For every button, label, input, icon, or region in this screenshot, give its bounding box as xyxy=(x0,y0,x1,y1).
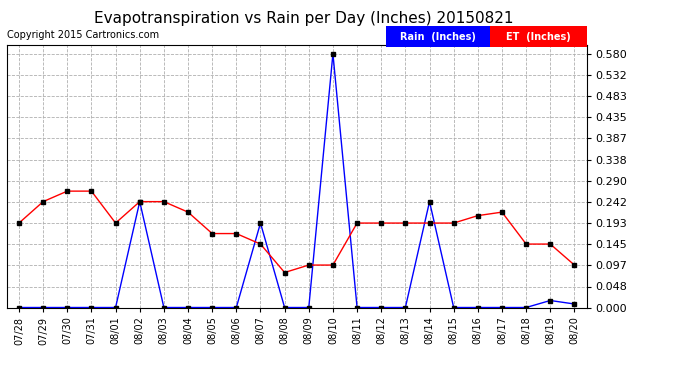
Bar xyxy=(491,26,586,47)
Text: Evapotranspiration vs Rain per Day (Inches) 20150821: Evapotranspiration vs Rain per Day (Inch… xyxy=(94,11,513,26)
Text: Rain  (Inches): Rain (Inches) xyxy=(400,32,476,42)
Bar xyxy=(386,26,491,47)
Text: ET  (Inches): ET (Inches) xyxy=(506,32,571,42)
Text: Copyright 2015 Cartronics.com: Copyright 2015 Cartronics.com xyxy=(7,30,159,40)
